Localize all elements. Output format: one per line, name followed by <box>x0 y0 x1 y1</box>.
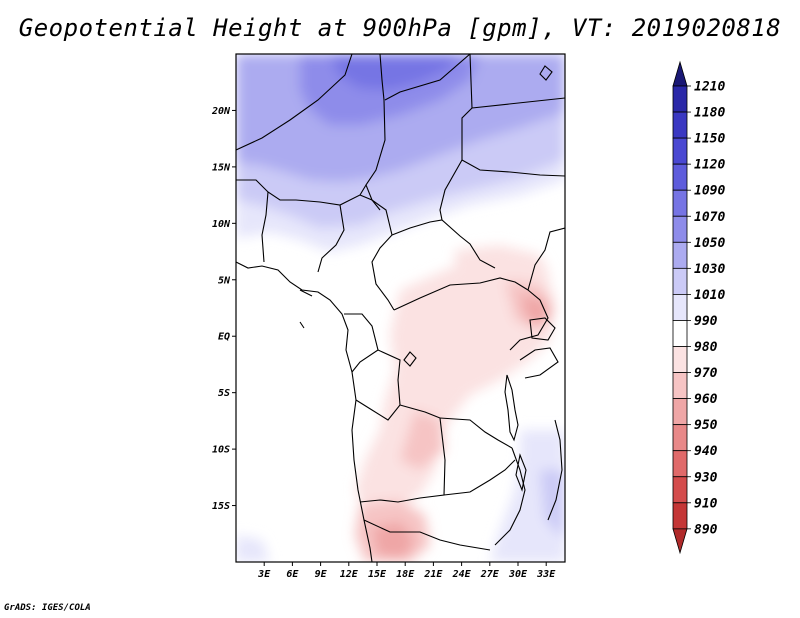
colorbar-label: 1150 <box>694 132 725 147</box>
colorbar-label: 1010 <box>694 288 725 303</box>
colorbar-label: 940 <box>694 444 718 459</box>
colorbar-label: 890 <box>694 522 718 537</box>
lat-tick-label: 10S <box>212 445 230 456</box>
colorbar-bottom-arrow <box>672 528 688 555</box>
colorbar-label: 1030 <box>694 262 725 277</box>
colorbar-label: 970 <box>694 366 718 381</box>
colorbar-swatch <box>672 163 688 191</box>
lat-tick-label: 20N <box>211 106 231 117</box>
colorbar-swatch <box>672 476 688 504</box>
lon-tick-label: 9E <box>315 569 328 580</box>
colorbar-swatch <box>672 424 688 452</box>
colorbar-swatch <box>672 502 688 530</box>
colorbar-swatch <box>672 372 688 399</box>
colorbar-swatch <box>672 111 688 139</box>
colorbar-swatch <box>672 267 688 295</box>
colorbar-label: 930 <box>694 470 718 485</box>
height-field <box>236 54 565 562</box>
colorbar-label: 960 <box>694 392 718 407</box>
lon-tick-label: 15E <box>368 569 387 580</box>
lon-tick-label: 12E <box>340 569 359 580</box>
lon-tick-label: 6E <box>286 569 299 580</box>
colorbar-label: 910 <box>694 496 718 511</box>
chart-title: Geopotential Height at 900hPa [gpm], VT:… <box>18 14 782 42</box>
lat-tick-label: 10N <box>212 219 231 230</box>
colorbar-swatch <box>672 189 688 217</box>
lon-tick-label: 24E <box>452 569 472 580</box>
lon-tick-label: 33E <box>536 569 556 580</box>
country-borders <box>236 54 565 562</box>
colorbar-label: 980 <box>694 340 718 355</box>
colorbar: 1210 1180 1150 1120 1090 1070 1050 1030 1010 990 9… <box>672 60 725 555</box>
colorbar-label: 1210 <box>694 80 725 95</box>
colorbar-swatch <box>672 85 688 113</box>
lat-tick-label: 5N <box>218 275 231 286</box>
colorbar-label: 1050 <box>694 236 725 251</box>
grads-credit: GrADS: IGES/COLA <box>4 603 91 613</box>
colorbar-swatch <box>672 320 688 347</box>
colorbar-top-arrow <box>672 60 688 87</box>
lat-tick-label: 15N <box>212 162 231 173</box>
colorbar-label: 950 <box>694 418 718 433</box>
colorbar-label: 990 <box>694 314 718 329</box>
colorbar-swatch <box>672 215 688 243</box>
lat-tick-label: 5S <box>218 388 230 399</box>
colorbar-swatch <box>672 398 688 426</box>
lon-tick-label: 21E <box>423 569 443 580</box>
colorbar-label: 1180 <box>694 106 725 121</box>
longitude-axis: 3E 6E 9E 12E 15E 18E 21E 24E 27E 30E 33E <box>257 562 556 580</box>
colorbar-label: 1120 <box>694 158 725 173</box>
colorbar-label: 1090 <box>694 184 725 199</box>
map-frame <box>235 53 566 563</box>
colorbar-swatch <box>672 137 688 165</box>
lat-tick-label: EQ <box>218 332 230 343</box>
lon-tick-label: 30E <box>508 569 528 580</box>
lon-tick-label: 3E <box>257 569 271 580</box>
latitude-axis: 20N 15N 10N 5N EQ 5S 10S 15S <box>211 106 236 512</box>
colorbar-swatch <box>672 450 688 478</box>
colorbar-label: 1070 <box>694 210 725 225</box>
lat-tick-label: 15S <box>212 501 230 512</box>
lon-tick-label: 18E <box>396 569 415 580</box>
colorbar-swatch <box>672 241 688 269</box>
colorbar-swatch <box>672 346 688 373</box>
colorbar-swatch <box>672 293 688 321</box>
lon-tick-label: 27E <box>480 569 500 580</box>
